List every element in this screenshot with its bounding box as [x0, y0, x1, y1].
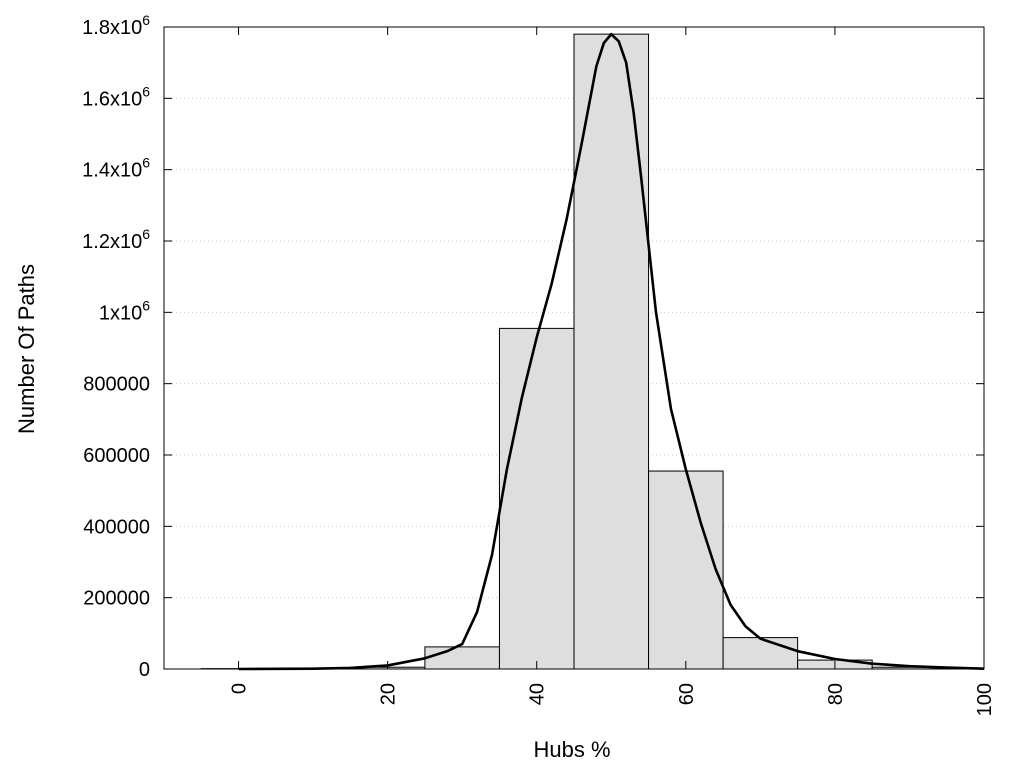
y-tick-label-6: 1.2x106 — [82, 226, 150, 253]
y-tick-label-0: 0 — [139, 659, 150, 681]
histogram-bars — [200, 33, 948, 670]
histogram-bar-30 — [424, 646, 500, 670]
y-axis-title: Number Of Paths — [14, 264, 39, 434]
x-tick-label-0: 0 — [229, 683, 251, 694]
histogram-bar-60 — [648, 470, 724, 670]
y-tick-label-3: 600000 — [83, 445, 150, 467]
y-tick-label-7: 1.4x106 — [82, 155, 150, 182]
y-axis-ticks: 0 200000 400000 600000 800000 1x106 1.2x106 1.4… — [82, 12, 984, 681]
histogram-bar-40 — [498, 327, 575, 670]
grid-lines — [164, 97, 984, 599]
x-tick-label-60: 60 — [676, 683, 698, 705]
x-tick-label-80: 80 — [825, 683, 847, 705]
x-axis-title: Hubs % — [533, 737, 610, 762]
x-axis-ticks: 0 20 40 60 80 100 — [229, 27, 996, 716]
y-tick-label-4: 800000 — [83, 374, 150, 396]
plot-frame — [163, 26, 985, 670]
y-tick-label-8: 1.6x106 — [82, 83, 150, 110]
x-tick-label-20: 20 — [378, 683, 400, 705]
x-tick-label-100: 100 — [974, 683, 996, 716]
y-tick-label-1: 200000 — [83, 588, 150, 610]
x-tick-label-40: 40 — [527, 683, 549, 705]
fit-curve — [238, 32, 985, 671]
y-tick-label-5: 1x106 — [99, 297, 150, 324]
histogram-bar-70 — [722, 637, 799, 670]
y-tick-label-2: 400000 — [83, 516, 150, 538]
y-tick-label-9: 1.8x106 — [82, 12, 150, 39]
